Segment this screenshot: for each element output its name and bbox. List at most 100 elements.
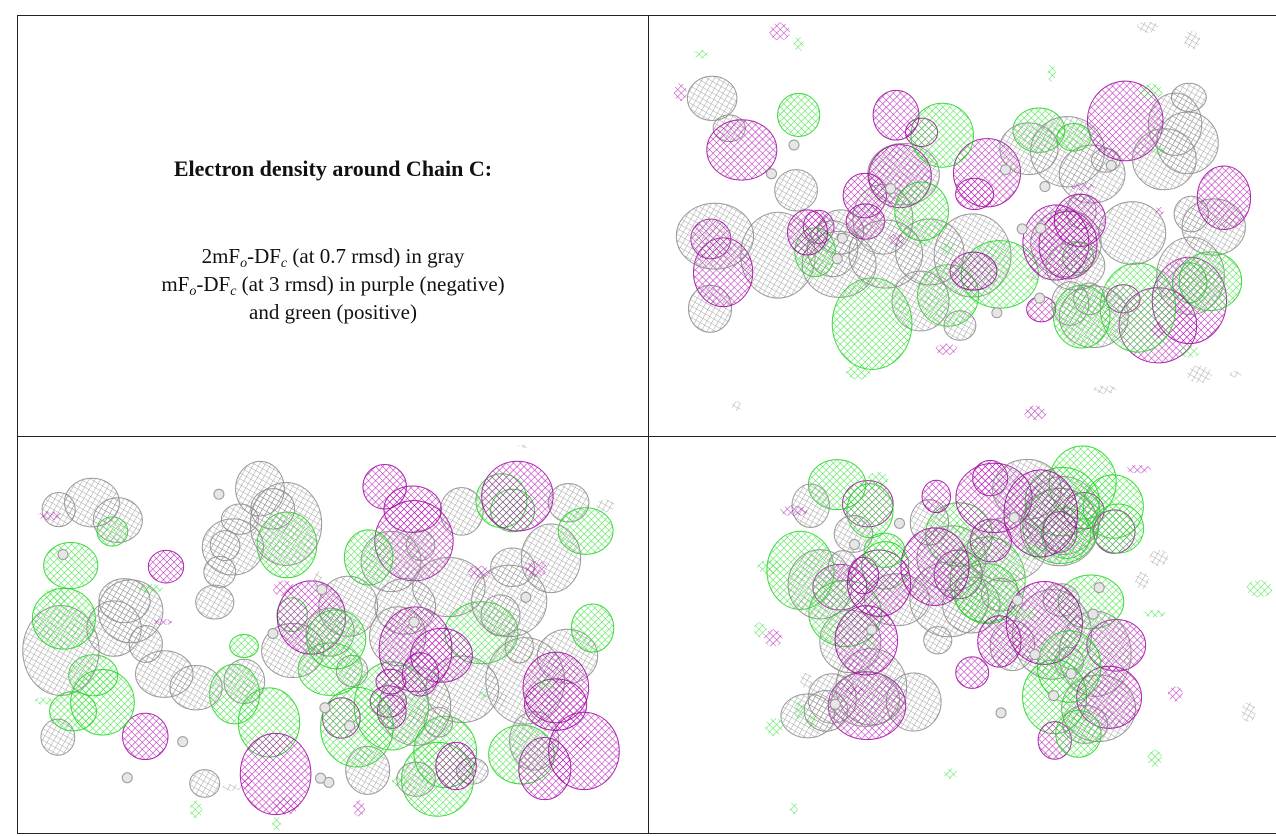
mesh [344,530,393,585]
mesh [190,801,203,819]
mesh [353,800,365,816]
mesh [789,140,799,150]
mesh [345,721,355,731]
mesh [525,679,587,730]
mesh [944,769,958,779]
mesh [37,511,62,520]
mesh [196,585,234,619]
mesh [888,233,904,246]
mesh [1171,83,1206,111]
mesh [1137,22,1158,33]
mesh [693,50,708,59]
caption-line: 2mFo-DFc (at 0.7 rmsd) in gray [18,242,648,270]
mesh [138,584,163,593]
mesh [71,669,135,735]
mesh [940,242,954,255]
caption-text: 2mFo-DFc (at 0.7 rmsd) in gray mFo-DFc (… [18,242,648,326]
mesh [1066,669,1076,679]
mesh [1135,572,1149,590]
mesh [1040,182,1050,192]
mesh [769,22,790,40]
table-border [648,15,649,834]
mesh [317,585,327,595]
mesh [849,220,923,288]
density-image [22,445,642,830]
mesh [837,233,847,243]
mesh [901,528,969,606]
mesh [413,557,485,616]
mesh [800,673,812,689]
mesh [1088,609,1098,619]
mesh [170,666,222,710]
mesh [687,76,737,120]
text: -DF [247,244,281,268]
mesh [230,635,259,658]
mesh [922,480,950,512]
text: -DF [196,272,230,296]
mesh [214,489,224,499]
mesh [674,83,687,101]
mesh [1030,650,1040,660]
mesh [788,550,852,619]
mesh [152,619,173,625]
mesh [521,524,580,593]
mesh [707,120,777,180]
mesh [536,677,554,689]
mesh [35,697,52,704]
mesh [1094,386,1116,394]
mesh [1049,691,1059,701]
mesh [1147,750,1162,768]
mesh [968,546,984,564]
mesh [273,797,299,815]
mesh [409,617,419,627]
mesh [996,708,1006,718]
mesh [935,344,957,355]
mesh [1241,702,1255,722]
mesh [268,628,278,638]
text: (at 3 rmsd) in purple (negative) [236,272,504,296]
mesh [392,776,409,787]
mesh [93,498,142,543]
mesh [384,486,441,532]
mesh [129,626,162,663]
caption-title: Electron density around Chain C: [18,156,648,182]
mesh [1057,124,1091,151]
mesh [832,254,842,264]
mesh [868,472,889,487]
mesh [1180,345,1199,357]
mesh [767,169,777,179]
mesh [242,773,252,788]
mesh [221,504,258,534]
mesh [956,178,994,209]
mesh [924,627,952,654]
density-image [660,22,1272,427]
mesh [765,718,783,736]
mesh [794,701,805,720]
mesh [479,691,489,698]
mesh [1054,194,1105,246]
mesh [1013,595,1023,605]
mesh [944,311,976,341]
mesh [468,566,491,579]
mesh [1056,710,1101,757]
density-image [660,445,1272,830]
mesh [1184,31,1200,50]
mesh [775,170,818,211]
mesh [1149,550,1168,566]
mesh [122,773,132,783]
mesh [844,687,865,694]
mesh [1140,84,1163,99]
mesh [794,37,804,52]
mesh [1246,580,1272,597]
mesh [830,699,840,709]
mesh [520,709,539,721]
mesh [1155,206,1164,215]
mesh [1021,544,1045,560]
mesh [525,561,547,577]
mesh [272,816,281,830]
mesh [518,445,530,448]
mesh [867,625,877,635]
mesh [778,93,820,136]
mesh [320,703,330,713]
mesh [1048,64,1056,82]
